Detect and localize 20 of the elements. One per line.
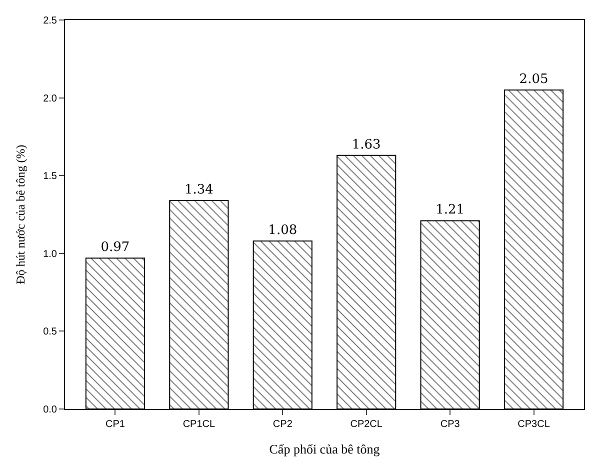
x-tick-label: CP1: [106, 419, 126, 430]
x-tick-label: CP3: [440, 419, 460, 430]
x-tick-label: CP3CL: [518, 419, 550, 430]
data-label: 1.63: [352, 137, 381, 152]
x-axis-title: Cấp phối của bê tông: [269, 442, 380, 457]
x-tick-label: CP2CL: [350, 419, 383, 430]
x-tick-label: CP2: [272, 419, 293, 430]
y-tick-label: 2.5: [43, 16, 58, 26]
y-tick-label: 1.0: [43, 248, 58, 260]
data-label: 1.08: [268, 222, 298, 238]
y-tick-label: 1.5: [43, 171, 58, 182]
y-axis-title: Độ hút nước của bê tông (%): [13, 144, 28, 284]
y-tick-label: 2.0: [43, 93, 58, 104]
x-tick-label: CP1CL: [182, 419, 216, 430]
data-label: 1.34: [184, 182, 214, 198]
y-tick-label: 0.5: [43, 326, 58, 338]
data-label: 2.05: [519, 72, 548, 88]
data-label: 1.21: [436, 202, 465, 218]
y-tick-label: 0.0: [43, 404, 58, 416]
data-label: 0.97: [100, 240, 130, 256]
